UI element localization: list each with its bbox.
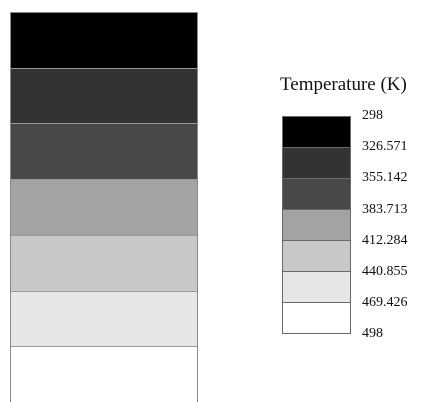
legend-tick-label: 383.713	[362, 202, 408, 217]
contour-band	[11, 179, 197, 235]
contour-band	[11, 67, 197, 124]
temperature-contour-plot	[10, 12, 198, 402]
legend-tick-label: 412.284	[362, 233, 408, 248]
legend-tick-label: 469.426	[362, 295, 408, 310]
contour-band	[11, 13, 197, 68]
legend-swatch	[283, 117, 350, 147]
contour-band	[11, 346, 197, 402]
legend-tick-label: 498	[362, 326, 383, 341]
legend-swatch	[283, 178, 350, 209]
legend-tick-label: 298	[362, 108, 383, 123]
legend-swatch	[283, 240, 350, 271]
legend-tick-label: 440.855	[362, 264, 408, 279]
contour-band	[11, 234, 197, 291]
legend-swatch	[283, 209, 350, 240]
legend-tick-label: 326.571	[362, 139, 408, 154]
legend-swatch	[283, 271, 350, 302]
contour-band	[11, 290, 197, 347]
legend-color-bar	[282, 116, 351, 334]
legend-tick-label: 355.142	[362, 170, 408, 185]
legend-swatch	[283, 302, 350, 333]
legend-title: Temperature (K)	[280, 74, 407, 95]
legend-swatch	[283, 147, 350, 178]
contour-band	[11, 123, 197, 180]
